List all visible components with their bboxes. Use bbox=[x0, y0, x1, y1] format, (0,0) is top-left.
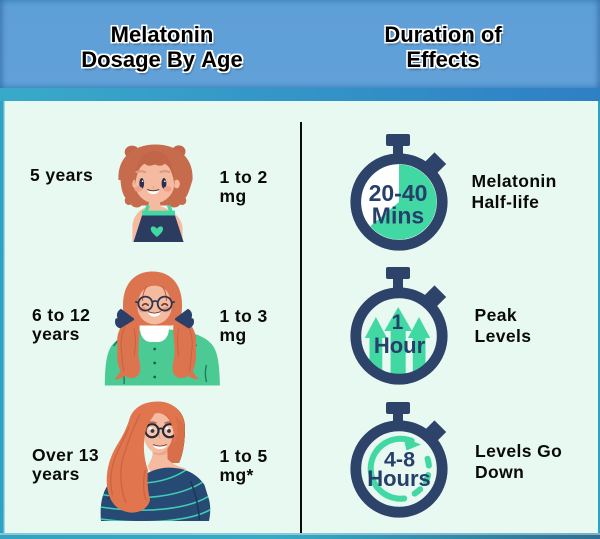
svg-text:Hour: Hour bbox=[374, 333, 426, 358]
svg-text:Mins: Mins bbox=[372, 203, 424, 229]
svg-text:20-40: 20-40 bbox=[369, 180, 428, 206]
svg-text:1: 1 bbox=[392, 311, 404, 334]
svg-text:4-8: 4-8 bbox=[384, 448, 415, 472]
svg-text:Hours: Hours bbox=[367, 466, 431, 491]
